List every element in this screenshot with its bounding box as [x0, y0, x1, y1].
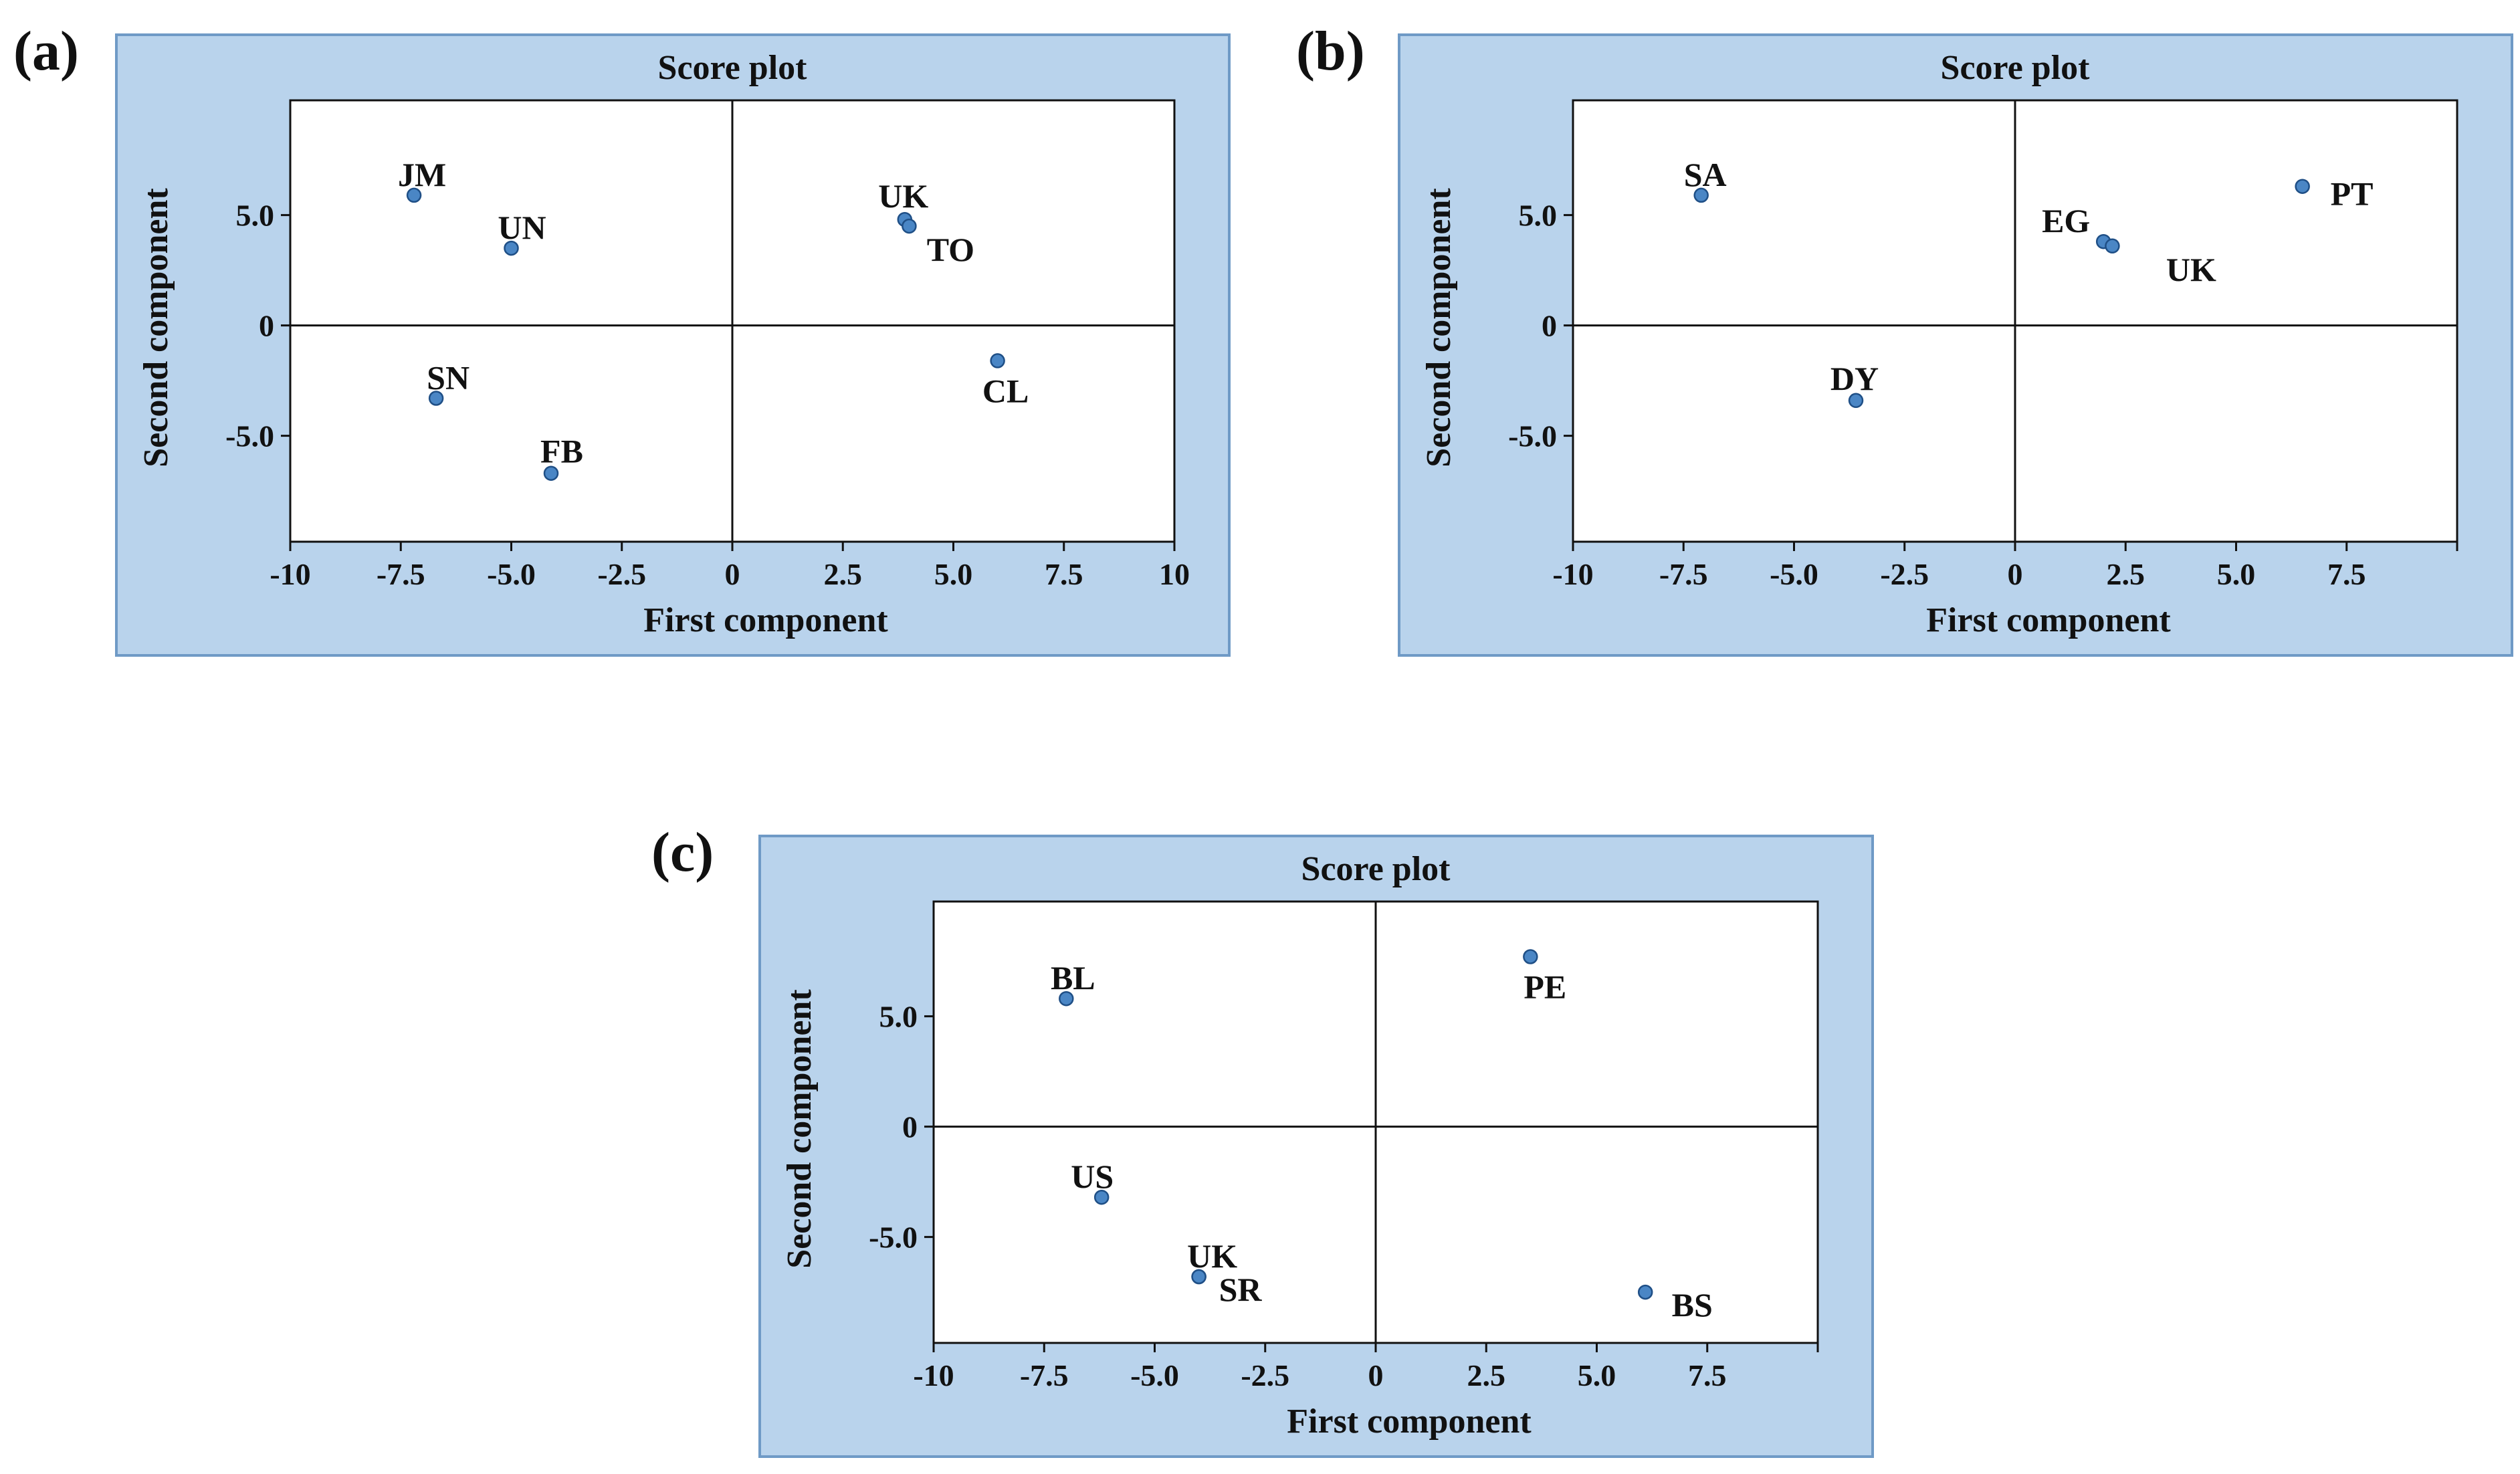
- x-tick-label: -10: [270, 557, 310, 591]
- x-tick-label: -7.5: [1659, 557, 1708, 591]
- point-label-un: UN: [498, 209, 546, 246]
- chart-svg: Score plot -10 -7.5 -5.0 -2.5 0 2.5 5.0 7.5 10 5.0…: [137, 49, 1190, 639]
- point-label-bl: BL: [1051, 959, 1095, 996]
- x-tick-label: -5.0: [1770, 557, 1818, 591]
- point-label-uk: UK: [878, 177, 928, 215]
- point-label-bs: BS: [1672, 1286, 1713, 1324]
- x-tick-label: 0: [1368, 1358, 1384, 1392]
- y-tick-label: 5.0: [236, 199, 275, 233]
- point-label-sa: SA: [1684, 156, 1727, 193]
- point-label-cl: CL: [982, 372, 1029, 409]
- x-axis-label: First component: [1926, 601, 2171, 639]
- x-tick-label: 10: [1159, 557, 1190, 591]
- score-plot-b: Score plot -10 -7.5 -5.0 -2.5 0 2.5 5.0 7.5 5.0 0 -…: [1398, 33, 2513, 657]
- x-tick-label: 0: [2008, 557, 2023, 591]
- data-point-uk: [2105, 238, 2120, 254]
- data-point-to: [902, 218, 917, 234]
- x-tick-label: 7.5: [2327, 557, 2366, 591]
- chart-svg: Score plot -10 -7.5 -5.0 -2.5 0 2.5 5.0 7.5 5.0 0 -…: [1420, 49, 2458, 639]
- x-tick-label: 5.0: [1578, 1358, 1616, 1392]
- data-point-pt: [2295, 179, 2310, 194]
- data-point-cl: [990, 353, 1005, 368]
- chart-svg: Score plot -10 -7.5 -5.0 -2.5 0 2.5 5.0 7.5 5.0 0 -…: [780, 850, 1819, 1441]
- y-axis-label: Second component: [780, 989, 819, 1269]
- point-label-uk: UK: [2166, 251, 2216, 288]
- y-axis-label: Second component: [1420, 188, 1458, 467]
- x-axis-label: First component: [1287, 1402, 1532, 1441]
- y-tick-label: -5.0: [225, 419, 274, 453]
- point-label-sr: SR: [1219, 1271, 1263, 1308]
- x-tick-label: 7.5: [1045, 557, 1083, 591]
- panel-label-b: (b): [1296, 20, 1365, 82]
- x-tick-label: 0: [725, 557, 740, 591]
- point-label-pt: PT: [2331, 175, 2374, 213]
- point-label-uk: UK: [1187, 1237, 1237, 1275]
- data-point-us: [1093, 1189, 1110, 1205]
- data-point-sa: [1693, 187, 1709, 203]
- point-label-to: TO: [927, 231, 974, 268]
- data-point-un: [504, 240, 519, 256]
- point-label-fb: FB: [540, 433, 583, 470]
- data-point-sn: [428, 391, 444, 406]
- point-label-sn: SN: [427, 359, 469, 397]
- y-axis-label: Second component: [137, 188, 175, 467]
- x-tick-label: -7.5: [377, 557, 425, 591]
- data-point-sr: [1191, 1269, 1206, 1285]
- chart-title: Score plot: [1301, 850, 1451, 888]
- y-tick-label: 0: [259, 309, 274, 343]
- x-tick-label: -10: [1552, 557, 1593, 591]
- y-tick-label: 0: [902, 1110, 918, 1144]
- x-tick-label: -5.0: [1130, 1358, 1179, 1392]
- data-point-pe: [1523, 949, 1538, 964]
- x-axis-label: First component: [643, 601, 888, 639]
- point-label-jm: JM: [398, 156, 446, 193]
- x-tick-label: 2.5: [824, 557, 863, 591]
- panel-label-c: (c): [651, 821, 714, 883]
- point-label-eg: EG: [2042, 202, 2090, 239]
- x-tick-label: -2.5: [1241, 1358, 1289, 1392]
- x-tick-label: -2.5: [597, 557, 646, 591]
- point-label-dy: DY: [1830, 360, 1879, 397]
- chart-title: Score plot: [1941, 49, 2091, 87]
- x-tick-label: -7.5: [1020, 1358, 1069, 1392]
- y-tick-label: 0: [1542, 309, 1557, 343]
- x-tick-label: -5.0: [487, 557, 536, 591]
- data-point-jm: [406, 187, 422, 203]
- x-tick-label: 7.5: [1688, 1358, 1727, 1392]
- y-tick-label: -5.0: [1508, 419, 1557, 453]
- point-label-us: US: [1071, 1158, 1114, 1195]
- x-tick-label: -10: [913, 1358, 954, 1392]
- y-tick-label: -5.0: [869, 1221, 918, 1255]
- score-plot-c: Score plot -10 -7.5 -5.0 -2.5 0 2.5 5.0 7.5 5.0 0 -…: [758, 835, 1874, 1458]
- x-tick-label: 5.0: [2217, 557, 2256, 591]
- x-tick-label: 2.5: [2107, 557, 2145, 591]
- data-point-bs: [1637, 1284, 1653, 1300]
- data-point-dy: [1848, 393, 1864, 409]
- point-label-pe: PE: [1524, 968, 1566, 1006]
- score-plot-a: Score plot -10 -7.5 -5.0 -2.5 0 2.5 5.0 7.5 10 5.0…: [115, 33, 1231, 657]
- data-point-bl: [1059, 990, 1074, 1007]
- panel-label-a: (a): [13, 20, 79, 82]
- x-tick-label: 2.5: [1467, 1358, 1506, 1392]
- y-tick-label: 5.0: [879, 1000, 918, 1034]
- y-tick-label: 5.0: [1519, 199, 1558, 233]
- chart-title: Score plot: [658, 49, 808, 87]
- data-point-fb: [543, 465, 559, 481]
- x-tick-label: -2.5: [1880, 557, 1929, 591]
- x-tick-label: 5.0: [934, 557, 973, 591]
